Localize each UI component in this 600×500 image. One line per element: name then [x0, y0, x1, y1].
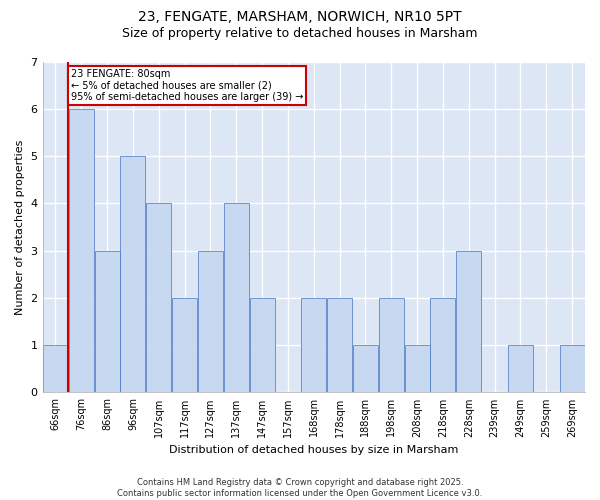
Bar: [43, 345, 68, 393]
Bar: [301, 298, 326, 392]
Text: Contains HM Land Registry data © Crown copyright and database right 2025.
Contai: Contains HM Land Registry data © Crown c…: [118, 478, 482, 498]
Bar: [69, 109, 94, 393]
Y-axis label: Number of detached properties: Number of detached properties: [15, 140, 25, 314]
Bar: [560, 345, 584, 393]
Bar: [95, 250, 119, 392]
Text: 23 FENGATE: 80sqm
← 5% of detached houses are smaller (2)
95% of semi-detached h: 23 FENGATE: 80sqm ← 5% of detached house…: [71, 68, 304, 102]
Bar: [508, 345, 533, 393]
Bar: [327, 298, 352, 392]
X-axis label: Distribution of detached houses by size in Marsham: Distribution of detached houses by size …: [169, 445, 458, 455]
Bar: [121, 156, 145, 392]
Bar: [379, 298, 404, 392]
Bar: [172, 298, 197, 392]
Bar: [353, 345, 378, 393]
Text: 23, FENGATE, MARSHAM, NORWICH, NR10 5PT: 23, FENGATE, MARSHAM, NORWICH, NR10 5PT: [138, 10, 462, 24]
Bar: [404, 345, 430, 393]
Bar: [456, 250, 481, 392]
Bar: [250, 298, 275, 392]
Bar: [224, 204, 249, 392]
Bar: [146, 204, 172, 392]
Bar: [430, 298, 455, 392]
Bar: [198, 250, 223, 392]
Text: Size of property relative to detached houses in Marsham: Size of property relative to detached ho…: [122, 28, 478, 40]
